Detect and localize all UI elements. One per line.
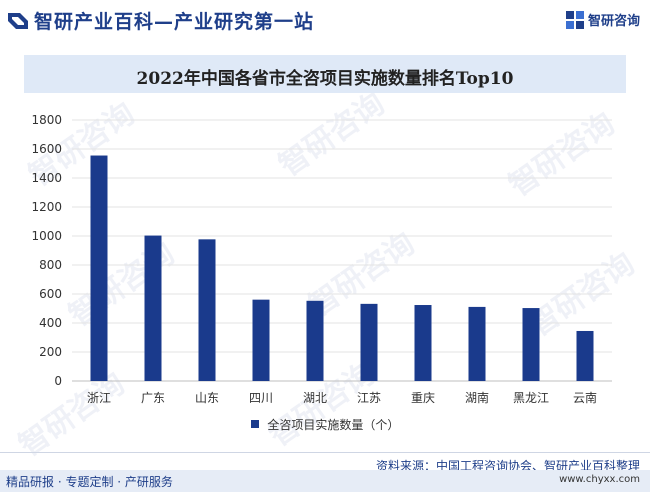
bar [468,306,486,381]
chart-legend: 全咨项目实施数量（个） [0,416,650,433]
x-tick-label: 江苏 [357,391,381,405]
footer-divider [0,452,650,453]
y-tick-label: 400 [39,316,62,330]
y-tick-label: 1000 [31,229,62,243]
y-tick-label: 600 [39,287,62,301]
bar [414,305,432,381]
x-tick-label: 黑龙江 [513,391,549,405]
legend-swatch [250,420,259,428]
bar [306,300,324,381]
footer-bar: 精品研报 · 专题定制 · 产研服务 www.chyxx.com [0,470,650,492]
y-tick-label: 200 [39,345,62,359]
footer-url: www.chyxx.com [559,474,640,485]
bar [522,308,540,381]
x-tick-label: 山东 [195,391,219,405]
x-tick-label: 重庆 [411,391,435,405]
bar [252,299,270,381]
bar [198,239,216,381]
bar [90,155,108,381]
x-tick-label: 湖南 [465,390,489,405]
bar [576,330,594,381]
y-tick-label: 0 [54,374,62,388]
x-tick-label: 云南 [573,390,597,405]
bar [144,235,162,381]
y-tick-label: 1600 [31,142,62,156]
y-tick-label: 800 [39,258,62,272]
y-tick-label: 1200 [31,200,62,214]
x-tick-label: 广东 [141,391,165,405]
chart-title-band: 2022年中国各省市全咨项目实施数量排名Top10 [24,55,626,93]
source-note: 资料来源：中国工程咨询协会、智研产业百科整理 [375,459,640,473]
brand-logo: 智研咨询 [565,10,640,29]
x-tick-label: 四川 [249,391,273,405]
brand-mark-icon [8,13,28,29]
chart-title: 2022年中国各省市全咨项目实施数量排名Top10 [136,69,514,89]
x-tick-label: 湖北 [303,390,327,405]
y-tick-label: 1400 [31,171,62,185]
logo-icon [565,10,584,29]
y-tick-label: 1800 [31,113,62,127]
top-bar: 智研产业百科—产业研究第一站 智研咨询 [0,0,650,40]
footer-services: 精品研报 · 专题定制 · 产研服务 [6,475,173,489]
bar [360,303,378,381]
legend-label: 全咨项目实施数量（个） [267,418,400,432]
site-title: 智研产业百科—产业研究第一站 [34,11,315,33]
logo-text: 智研咨询 [587,14,640,29]
x-tick-label: 浙江 [87,391,111,405]
